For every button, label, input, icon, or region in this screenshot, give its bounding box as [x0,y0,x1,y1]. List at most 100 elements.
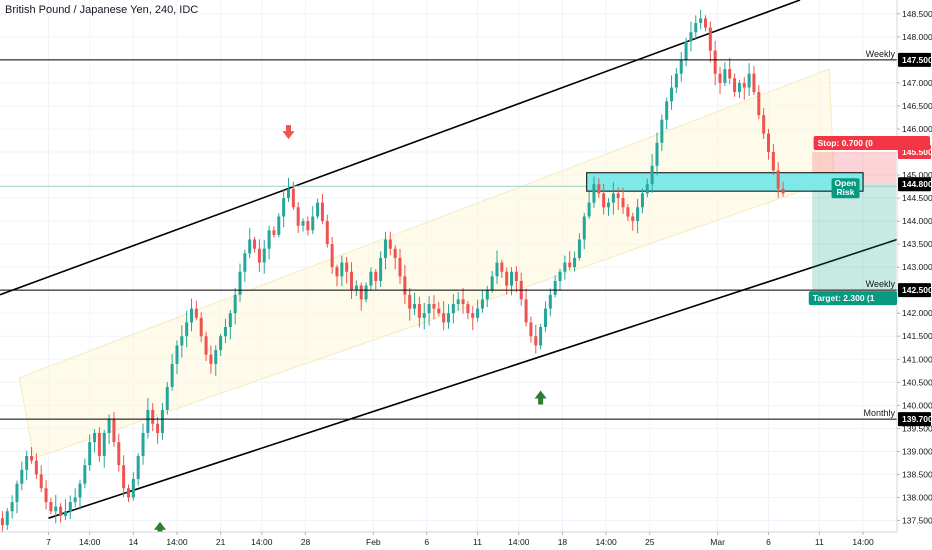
candle [577,233,581,261]
candle [272,226,276,238]
candle-body [219,336,223,351]
candle [340,255,344,287]
candle [151,403,155,432]
candle [388,231,392,256]
candle [495,250,499,284]
candle-body [393,248,397,258]
time-axis[interactable]: 7 14:00 14 14:00 21 14:00 28 Feb 6 11 14:00 18 14:00… [0,531,932,550]
candle-body [39,474,43,489]
candle [320,194,324,225]
candle [185,310,189,348]
level-label: Weekly [866,279,896,289]
candle [524,288,528,327]
candle-body [214,350,218,364]
price-tick-label: 137.500 [902,515,932,525]
candle-body [713,50,717,74]
candle-body [737,82,741,93]
price-tick-label: 146.000 [902,124,932,134]
candle-body [636,207,640,222]
candle [296,202,300,233]
candle [490,270,494,293]
candle-body [248,239,252,254]
candle [233,287,237,325]
candle [713,40,717,86]
candle [291,181,295,211]
candle [5,507,9,530]
candle [650,154,654,193]
last-price-tag: 144.800 [902,179,932,189]
candle [243,249,247,283]
candle [20,461,24,491]
price-tick-label: 144.500 [902,193,932,203]
candle [359,282,363,311]
price-tick-label: 147.000 [902,78,932,88]
target-label-bg [808,291,897,306]
candle [282,190,286,228]
candle [369,267,373,291]
candle [219,333,223,357]
candle-body [587,202,591,217]
candle [703,15,707,32]
candle-body [262,248,266,263]
candle [190,298,194,332]
candle-body [432,304,436,309]
candle-body [165,386,169,410]
candle [771,143,775,175]
candle [631,212,635,231]
chart-title: British Pound / Japanese Yen, 240, IDC [5,4,199,16]
candle-body [582,216,586,240]
candle-body [670,87,674,102]
candle [437,301,441,317]
candle-body [548,294,552,309]
candle [126,484,130,503]
candle-body [699,18,703,24]
candle [558,268,562,291]
candle-body [30,456,34,461]
candle [102,429,106,468]
price-axis[interactable]: 137.500 138.000 138.500 139.000 139.500 140.0… [896,0,932,550]
time-tick-label: 25 [645,537,655,547]
candle-body [180,336,184,346]
candle-body [403,276,407,295]
candle [350,262,354,299]
candle [742,77,746,100]
candle-body [767,133,771,152]
candle [548,288,552,317]
horizontal-levels[interactable]: Weekly Weekly Monthly [0,49,897,420]
candle-body [25,456,29,470]
candle-body [10,502,14,512]
candle-body [476,308,480,318]
candle-body [379,257,383,281]
candle-body [543,308,547,328]
candle [209,345,213,374]
candle-body [44,488,48,503]
target-label: Target: 2.300 (1 [813,293,875,303]
candle [165,381,169,415]
candle [684,37,688,67]
candle-body [112,419,116,443]
candle [621,187,625,214]
candle [728,57,732,85]
candle-body [703,18,707,28]
candle-body [199,317,203,337]
candle [708,21,712,63]
candle-body [500,262,504,272]
candle-body [369,271,373,286]
candle [286,178,290,202]
candle [175,340,179,374]
candle [63,499,67,521]
level-price-tag-bg [898,412,931,427]
candle [694,15,698,40]
time-tick-label: 14:00 [251,537,273,547]
candle-body [597,184,601,194]
candle-body [34,460,38,475]
time-tick-label: 6 [766,537,771,547]
candle [568,251,572,271]
candle-body [558,271,562,281]
candle [534,324,538,354]
stop-label: Stop: 0.700 (0 [818,138,874,148]
candle-body [451,304,455,314]
candle-body [495,262,499,277]
candle-body [306,221,310,231]
